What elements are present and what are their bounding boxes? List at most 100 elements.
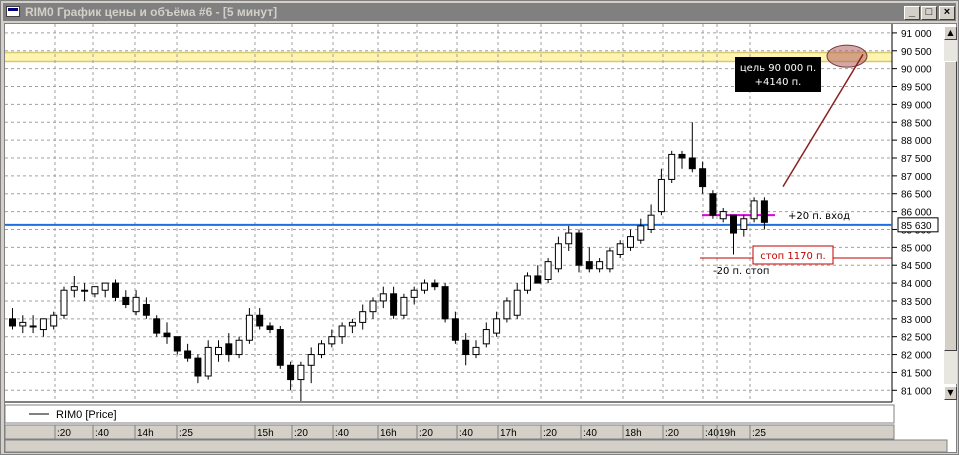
target-label-box: цель 90 000 п. +4140 п. [735,57,821,92]
y-tick-label: 87 500 [901,154,932,165]
title-bar[interactable]: RIM0 График цены и объёма #6 - [5 минут]… [3,3,956,21]
candle-up [297,364,305,381]
x-tick-label: 15h [257,428,274,439]
candle-down [451,318,459,341]
stop-label: стоп 1170 п. [760,251,826,262]
candle-down [194,357,202,377]
candle-down [287,364,295,381]
x-tick-label: :20 [665,428,679,439]
candle-down [256,314,264,327]
x-tick-label: :25 [179,428,193,439]
y-tick-label: 87 000 [901,172,932,183]
x-tick-label: 16h [380,428,397,439]
candle-down [153,318,161,334]
y-tick-label: 86 000 [901,208,932,219]
candle-up [554,243,562,270]
y-tick-label: 90 500 [901,47,932,58]
y-tick-label: 81 000 [901,386,932,397]
candle-up [318,343,325,356]
candle-down [122,296,130,306]
minimize-button[interactable]: _ [904,6,920,20]
x-tick-label: :20 [294,428,308,439]
current-price-label: 85 630 [901,221,932,232]
x-tick-label: :40 [95,428,109,439]
y-tick-label: 91 000 [901,29,932,40]
candle-up [348,321,356,327]
target-label-line2: +4140 п. [755,77,802,88]
candle-down [9,318,16,327]
candle-down [585,261,593,270]
y-tick-label: 83 000 [901,315,932,326]
target-arrow [782,53,864,187]
candle-up [493,318,501,334]
candle-up [29,325,37,328]
x-tick-label: 17h [500,428,517,439]
x-tick-label: :20 [57,428,71,439]
candle-down [276,329,284,366]
candle-up [647,214,655,230]
x-tick-label: :20 [419,428,433,439]
candle-down [688,157,696,170]
candle-down [266,325,274,331]
scroll-down-button[interactable]: ▼ [944,386,957,400]
candle-down [699,168,707,188]
candle-up [81,289,89,292]
vertical-scroll-thumb[interactable] [944,61,957,351]
time-axis [5,424,895,440]
candle-down [575,232,583,266]
candle-up [50,314,58,327]
candle-up [101,282,109,291]
candle-up [606,250,614,270]
candle-up [627,236,634,248]
candle-up [235,339,243,356]
target-label-line1: цель 90 000 п. [740,63,816,74]
candle-up [19,321,27,327]
y-tick-label: 84 000 [901,279,932,290]
y-tick-label: 89 000 [901,100,932,111]
candle-down [441,286,449,320]
candle-up [245,314,253,341]
candle-down [142,304,150,316]
candle-up [750,200,758,220]
candle-down [431,282,439,288]
candle-up [482,329,490,345]
x-tick-label: :20 [543,428,557,439]
candle-down [462,339,470,356]
candle-up [616,243,624,255]
candle-up [338,325,346,338]
close-button[interactable]: × [939,6,955,20]
candle-up [668,153,676,180]
candle-up [596,261,604,270]
stop-label-box [752,245,834,265]
candle-up [369,300,377,313]
price-chart[interactable]: цель 90 000 п. +4140 п. +20 п. вход стоп 11… [5,24,956,452]
y-tick-label: 82 000 [901,351,932,362]
x-tick-label: :40 [583,428,597,439]
window-title: RIM0 График цены и объёма #6 - [5 минут] [25,5,278,19]
candle-up [544,261,552,281]
candle-up [39,318,47,331]
candle-up [410,289,418,298]
x-tick-label: :40 [459,428,473,439]
maximize-button[interactable]: □ [921,6,937,20]
x-tick-label: :40 [705,428,719,439]
target-ellipse [826,44,868,68]
candle-up [70,286,78,291]
candle-down [173,336,181,352]
candle-down [163,332,171,338]
candle-down [534,275,542,284]
stop-small-label: -20 п. стоп [713,266,769,277]
candle-up [657,178,665,213]
x-tick-label: 14h [137,428,154,439]
horizontal-scrollbar[interactable] [5,439,948,452]
candle-down [390,293,398,316]
candle-up [91,286,99,295]
candle-up [565,232,573,245]
candle-up [421,282,428,291]
candle-up [359,311,367,323]
legend-label: RIM0 [Price] [56,409,117,421]
x-tick-label: 19h [719,428,736,439]
candle-down [112,282,119,298]
scroll-up-button[interactable]: ▲ [944,26,957,40]
